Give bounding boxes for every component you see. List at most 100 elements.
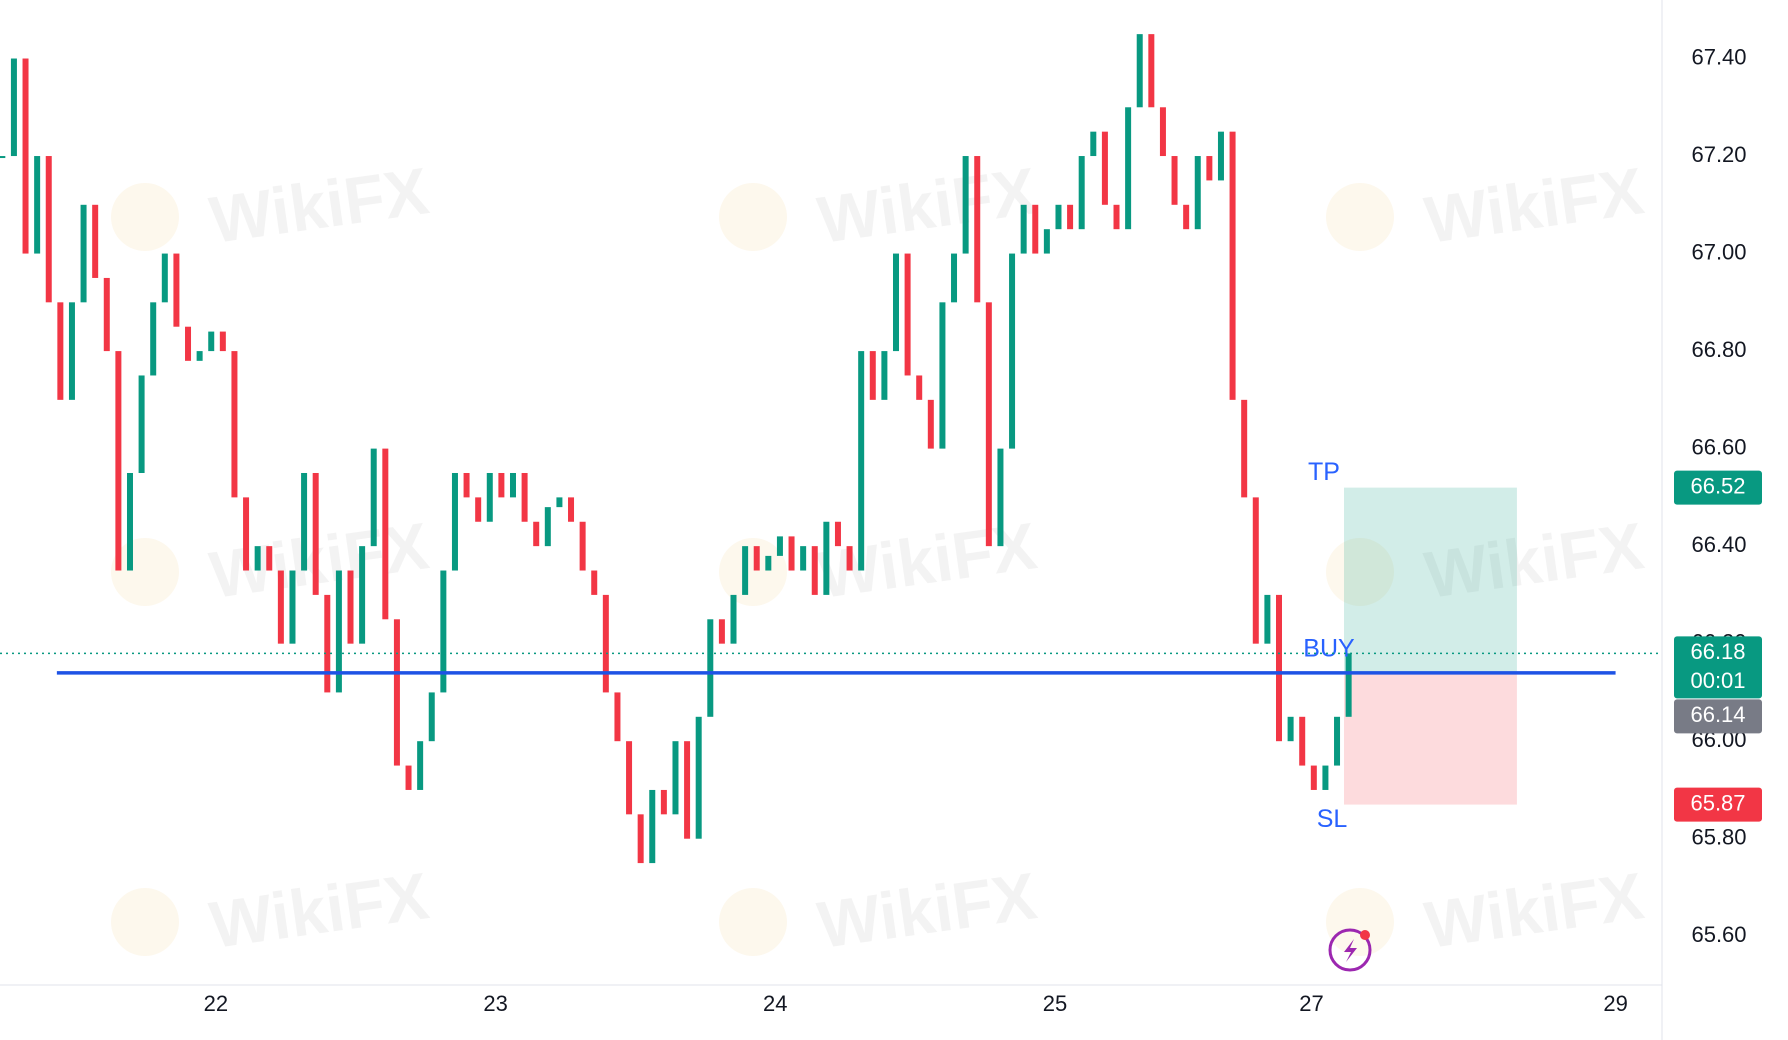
- candle: [173, 253, 180, 327]
- candle: [916, 375, 923, 400]
- watermark-logo: [719, 888, 787, 956]
- y-tick-label: 67.20: [1691, 142, 1746, 167]
- candle: [1287, 716, 1294, 742]
- candle: [382, 448, 389, 620]
- candle: [1345, 653, 1352, 717]
- watermark-logo: [1326, 538, 1394, 606]
- candle: [266, 546, 273, 571]
- candle: [1217, 131, 1224, 181]
- entry-label: BUY: [1303, 635, 1355, 663]
- candle: [0, 156, 6, 159]
- y-tick-label: 65.60: [1691, 922, 1746, 947]
- candles: [0, 34, 1352, 864]
- candle: [800, 546, 807, 571]
- candle: [463, 472, 470, 498]
- candle: [672, 741, 679, 815]
- candle: [962, 156, 969, 254]
- candle: [1264, 594, 1271, 644]
- x-tick-label: 27: [1299, 991, 1323, 1016]
- candle: [57, 302, 64, 400]
- candle: [881, 351, 888, 400]
- y-tick-label: 67.40: [1691, 44, 1746, 69]
- candle: [440, 570, 447, 693]
- candle: [985, 302, 992, 547]
- sl-badge-label: 65.87: [1690, 790, 1745, 815]
- candle: [718, 619, 725, 644]
- candle: [301, 472, 308, 571]
- candle: [846, 546, 853, 571]
- candle: [1101, 131, 1108, 205]
- alert-icon[interactable]: [1328, 928, 1372, 972]
- candle: [1299, 716, 1306, 766]
- candle: [951, 253, 958, 303]
- candle: [1078, 156, 1085, 230]
- candle: [1159, 107, 1166, 157]
- candle: [185, 326, 192, 361]
- candle: [695, 716, 702, 839]
- candle: [1067, 204, 1074, 230]
- candle: [428, 692, 435, 742]
- take-profit-zone: [1343, 487, 1517, 673]
- y-tick-label: 65.80: [1691, 825, 1746, 850]
- last-price-badge: [1674, 636, 1762, 699]
- candle: [834, 521, 841, 547]
- x-tick-label: 29: [1603, 991, 1627, 1016]
- candle: [370, 448, 377, 547]
- candle: [254, 546, 261, 571]
- candle: [742, 546, 749, 595]
- tp-label: TP: [1308, 458, 1340, 486]
- position-tool: [1343, 487, 1517, 805]
- candle: [568, 497, 575, 522]
- candle: [219, 331, 226, 352]
- candle: [521, 472, 528, 522]
- last-price-label: 66.18: [1690, 639, 1745, 664]
- candle: [1113, 204, 1120, 230]
- candle: [1310, 765, 1317, 790]
- tp-badge: [1674, 470, 1762, 505]
- candle: [660, 789, 667, 815]
- x-tick-label: 22: [204, 991, 228, 1016]
- candle: [277, 570, 284, 644]
- line-badge: [1674, 699, 1762, 734]
- candle: [1183, 204, 1190, 230]
- candle: [1148, 34, 1155, 108]
- line-badge-label: 66.14: [1690, 702, 1745, 727]
- candle: [1125, 107, 1132, 230]
- candle: [405, 765, 412, 790]
- watermark-logo: [1326, 888, 1394, 956]
- candle: [451, 472, 458, 571]
- y-tick-label: 66.40: [1691, 532, 1746, 557]
- watermark-logo: [719, 183, 787, 251]
- candle: [393, 619, 400, 766]
- x-tick-label: 23: [483, 991, 507, 1016]
- candle: [1043, 229, 1050, 254]
- candle: [1241, 399, 1248, 498]
- watermark-logo: [111, 183, 179, 251]
- candle: [707, 619, 714, 717]
- candle: [684, 741, 691, 839]
- watermark-logo: [1326, 183, 1394, 251]
- candle: [1136, 34, 1143, 108]
- candle: [103, 277, 110, 352]
- candle: [1229, 131, 1236, 400]
- candle: [939, 302, 946, 449]
- candle: [753, 546, 760, 571]
- candle: [788, 536, 795, 571]
- stop-loss-zone: [1343, 672, 1517, 805]
- candle: [509, 472, 516, 498]
- x-tick-label: 24: [763, 991, 787, 1016]
- candle: [22, 58, 29, 254]
- candle: [1194, 156, 1201, 230]
- candle: [533, 521, 540, 547]
- candle: [614, 692, 621, 742]
- sl-label: SL: [1317, 805, 1348, 833]
- y-tick-label: 66.60: [1691, 434, 1746, 459]
- candle: [730, 594, 737, 644]
- candle: [324, 594, 331, 693]
- candle: [115, 351, 122, 571]
- watermark-logo: [719, 538, 787, 606]
- candle: [602, 594, 609, 693]
